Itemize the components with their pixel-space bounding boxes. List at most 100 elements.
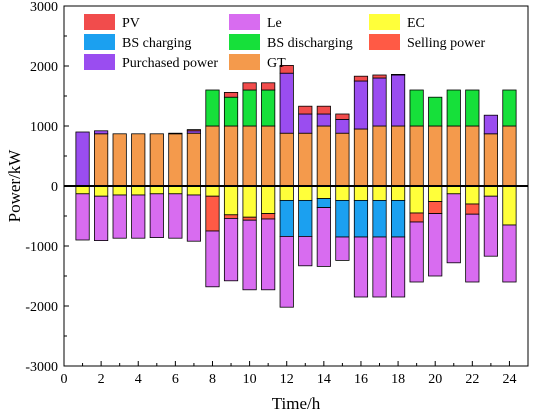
x-tick-label: 8 — [209, 372, 216, 387]
bar-segment-ec-h13 — [298, 185, 313, 201]
y-axis-label: Power/kW — [5, 149, 24, 223]
bar-segment-purchased-power-h6 — [168, 132, 183, 135]
bar-segment-bs-discharging-h24 — [502, 89, 517, 127]
bar-segment-purchased-power-h2 — [94, 130, 109, 135]
axis-ticks: 0 2 4 6 8 10 12 14 16 18 20 22 24-3000-2000-10000100… — [25, 0, 516, 387]
bar-segment-le-h5 — [149, 193, 164, 239]
bar-segment-ec-h18 — [390, 185, 406, 201]
bar-segment-gt-h8 — [205, 125, 220, 187]
bar-segment-ec-h9 — [223, 185, 239, 216]
x-tick-label: 24 — [502, 372, 516, 387]
bar-segment-pv-h16 — [353, 75, 369, 82]
legend-swatch-bs-charging — [84, 34, 115, 50]
legend: PV Le EC BS charging BS discharging Selling p… — [84, 14, 485, 71]
bar-segment-ec-h2 — [94, 185, 109, 197]
bar-segment-selling-power-h19 — [409, 212, 424, 223]
bar-segment-bs-charging-h17 — [372, 199, 387, 238]
bar-segment-le-h16 — [353, 236, 369, 298]
bar-segment-ec-h12 — [279, 185, 294, 201]
bar-segment-gt-h21 — [446, 125, 461, 187]
x-tick-label: 6 — [172, 372, 179, 387]
bar-segment-purchased-power-h17 — [372, 77, 387, 127]
y-tick-label: 2000 — [30, 60, 58, 75]
bar-segment-gt-h9 — [223, 125, 239, 187]
legend-swatch-bs-discharging — [229, 34, 260, 50]
bar-segment-gt-h23 — [483, 133, 498, 187]
bar-segment-ec-h4 — [131, 185, 146, 196]
bar-segment-bs-charging-h12 — [279, 199, 294, 237]
bar-segment-ec-h24 — [502, 185, 517, 226]
bar-segment-selling-power-h9 — [223, 214, 239, 219]
bar-segment-pv-h12 — [279, 65, 294, 74]
bar-segment-le-h6 — [168, 193, 183, 239]
bar-segment-le-h12 — [279, 235, 294, 308]
bar-segment-purchased-power-h16 — [353, 80, 369, 130]
bar-segment-le-h15 — [335, 236, 350, 261]
bar-segment-le-h23 — [483, 195, 498, 257]
x-tick-label: 0 — [61, 372, 68, 387]
x-tick-label: 2 — [98, 372, 105, 387]
bar-segment-le-h11 — [261, 218, 276, 291]
bar-segment-ec-h5 — [149, 185, 164, 195]
bar-segment-bs-discharging-h20 — [428, 96, 443, 127]
bar-segment-ec-h21 — [446, 185, 461, 195]
bar-segment-purchased-power-h14 — [316, 113, 331, 127]
bar-segment-le-h13 — [298, 235, 313, 267]
bar-segment-le-h3 — [112, 194, 127, 239]
bar-segment-le-h2 — [94, 195, 109, 241]
bar-segment-ec-h19 — [409, 185, 424, 214]
bar-segment-ec-h11 — [261, 185, 276, 215]
bars-layer — [75, 65, 517, 308]
legend-label-bs-discharging: BS discharging — [267, 36, 353, 51]
bar-segment-ec-h7 — [186, 185, 202, 196]
bar-segment-gt-h4 — [131, 133, 146, 187]
bar-segment-gt-h22 — [465, 125, 480, 187]
bar-segment-pv-h13 — [298, 105, 313, 115]
bar-segment-gt-h19 — [409, 125, 424, 187]
bar-segment-ec-h10 — [242, 185, 257, 218]
bar-segment-pv-h14 — [316, 105, 331, 115]
bar-segment-bs-charging-h13 — [298, 199, 313, 237]
bar-segment-pv-h9 — [223, 92, 239, 98]
bar-segment-bs-discharging-h10 — [242, 89, 257, 127]
legend-swatch-purchased-power — [84, 54, 115, 70]
bar-segment-le-h21 — [446, 193, 461, 264]
bar-segment-gt-h7 — [186, 132, 202, 187]
bar-segment-le-h19 — [409, 221, 424, 283]
bar-segment-bs-discharging-h11 — [261, 89, 276, 127]
bar-segment-ec-h14 — [316, 185, 331, 199]
y-tick-label: -1000 — [25, 240, 58, 255]
bar-segment-selling-power-h22 — [465, 203, 480, 215]
legend-label-purchased-power: Purchased power — [122, 56, 218, 71]
bar-segment-pv-h10 — [242, 82, 257, 91]
bar-segment-gt-h11 — [261, 125, 276, 187]
bar-segment-ec-h1 — [75, 185, 90, 195]
legend-label-bs-charging: BS charging — [122, 36, 191, 51]
bar-segment-gt-h16 — [353, 128, 369, 187]
bar-segment-purchased-power-h12 — [279, 72, 294, 134]
bar-segment-gt-h17 — [372, 125, 387, 187]
x-tick-label: 14 — [317, 372, 331, 387]
bar-segment-le-h22 — [465, 213, 480, 283]
bar-segment-purchased-power-h15 — [335, 119, 350, 134]
x-tick-label: 4 — [135, 372, 142, 387]
bar-segment-le-h1 — [75, 193, 90, 241]
bar-segment-le-h20 — [428, 213, 443, 277]
bar-segment-gt-h15 — [335, 132, 350, 187]
bar-segment-gt-h20 — [428, 125, 443, 187]
legend-label-selling-power: Selling power — [407, 36, 485, 51]
bar-segment-ec-h20 — [428, 185, 443, 202]
bar-segment-ec-h8 — [205, 185, 220, 197]
y-tick-label: -2000 — [25, 300, 58, 315]
bar-segment-le-h24 — [502, 224, 517, 283]
bar-segment-ec-h22 — [465, 185, 480, 205]
bar-segment-le-h4 — [131, 194, 146, 239]
bar-segment-le-h17 — [372, 236, 387, 298]
bar-segment-gt-h6 — [168, 133, 183, 187]
legend-swatch-selling-power — [369, 34, 400, 50]
legend-label-le: Le — [267, 16, 282, 31]
bar-segment-pv-h17 — [372, 74, 387, 79]
bar-segment-bs-discharging-h19 — [409, 89, 424, 127]
bar-segment-gt-h13 — [298, 132, 313, 187]
bar-segment-ec-h6 — [168, 185, 183, 195]
